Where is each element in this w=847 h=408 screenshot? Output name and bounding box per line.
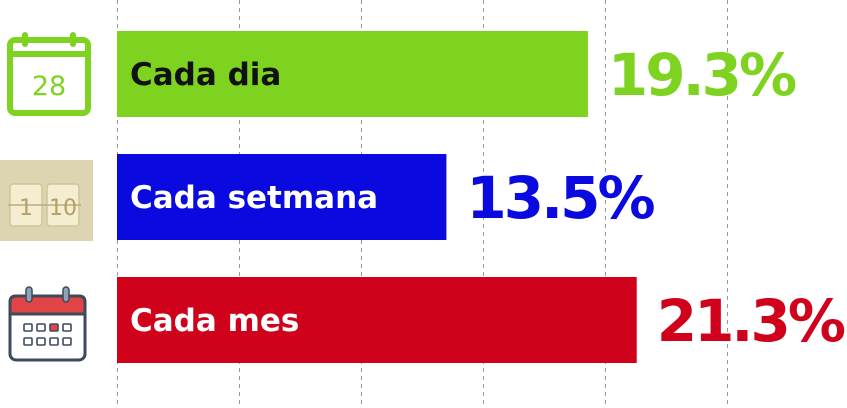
bar [117, 31, 588, 117]
bar-value-label: 19.3% [608, 41, 796, 109]
bar-category-label: Cada mes [130, 303, 299, 339]
bar-category-label: Cada dia [130, 57, 281, 93]
bar-value-label: 21.3% [657, 287, 845, 355]
flip-calendar-digit-left: 1 [19, 196, 33, 221]
flip-calendar-icon: 1 10 [0, 160, 93, 241]
calendar-day-icon: 28 [7, 32, 91, 116]
calendar-day-number: 28 [32, 71, 66, 102]
bar [117, 154, 447, 240]
bars: Cada dia 19.3% Cada setmana 13.5% Cada mes 21… [117, 31, 847, 363]
flip-calendar-digit-right: 10 [49, 196, 77, 221]
bar-value-label: 13.5% [466, 164, 654, 232]
bar-category-label: Cada setmana [130, 180, 378, 216]
bar [117, 277, 637, 363]
calendar-month-icon [8, 286, 87, 362]
